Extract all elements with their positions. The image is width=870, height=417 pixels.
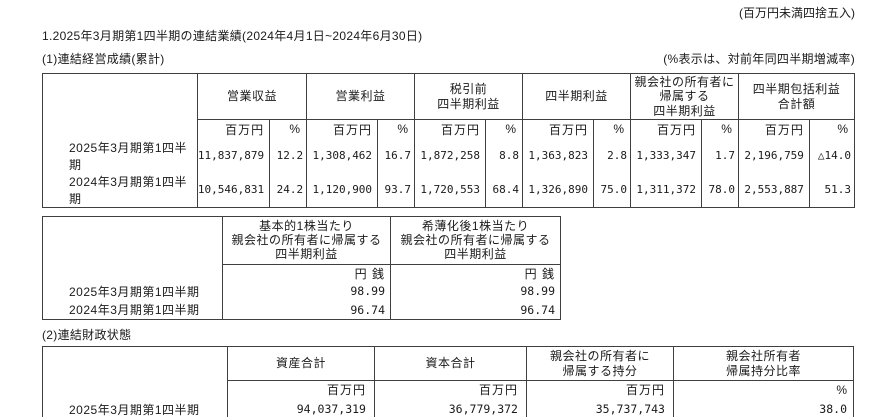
eps-table: 基本的1株当たり 親会社の所有者に帰属する 四半期利益 希薄化後1株当たり 親会… <box>42 215 561 320</box>
column-header: 資本合計 <box>374 346 527 381</box>
value-cell: 36,779,372 <box>374 398 527 417</box>
column-header: 基本的1株当たり 親会社の所有者に帰属する 四半期利益 <box>222 216 391 265</box>
consolidated-results-table: 営業収益 営業利益 税引前 四半期利益 四半期利益 親会社の所有者に 帰属する … <box>42 73 855 208</box>
unit-cell: 百万円 <box>306 119 378 139</box>
table-row: 2024年3月期第1四半期 10,546,831 24.2 1,120,900 … <box>43 172 855 207</box>
table-header-row: 資産合計 資本合計 親会社の所有者に 帰属する持分 親会社所有者 帰属持分比率 <box>43 346 854 381</box>
row-label: 2025年3月期第1四半期 <box>69 284 200 299</box>
value-cell: 98.99 <box>390 281 561 301</box>
value-cell: 10,546,831 <box>196 172 270 207</box>
value-cell: 24.2 <box>269 172 307 207</box>
value-cell: 1.7 <box>700 138 739 173</box>
unit-cell: 百万円 <box>227 380 375 398</box>
value-cell: 1,326,890 <box>522 172 594 207</box>
value-cell: 1,720,553 <box>414 172 486 207</box>
table-row: 2024年3月期第1四半期 96.74 96.74 <box>43 300 561 320</box>
unit-cell: % <box>269 119 307 139</box>
unit-cell: 円 銭 <box>222 264 391 282</box>
value-cell: 8.8 <box>485 138 523 173</box>
unit-cell: % <box>485 119 523 139</box>
value-cell: 1,308,462 <box>306 138 378 173</box>
unit-row: 円 銭 円 銭 <box>43 264 561 282</box>
unit-cell: % <box>808 119 855 139</box>
corner-cell <box>43 347 228 399</box>
unit-cell: 百万円 <box>629 119 702 139</box>
percent-basis-note: (%表示は、対前年同四半期増減率) <box>663 52 855 66</box>
section1-title: 1.2025年3月期第1四半期の連結業績(2024年4月1日~2024年6月30… <box>42 29 423 43</box>
row-label: 2025年3月期第1四半期 <box>69 402 200 417</box>
unit-cell: 百万円 <box>196 119 270 139</box>
table-row: 2025年3月期第1四半期 11,837,879 12.2 1,308,462 … <box>43 138 855 173</box>
unit-cell: 百万円 <box>374 380 527 398</box>
unit-cell: % <box>377 119 415 139</box>
rounding-note: (百万円未満四捨五入) <box>739 6 855 20</box>
group-header: 四半期包括利益 合計額 <box>737 73 855 120</box>
value-cell: 75.0 <box>593 172 631 207</box>
value-cell: 35,737,743 <box>526 398 674 417</box>
unit-cell: % <box>673 380 854 398</box>
column-header: 資産合計 <box>227 346 375 381</box>
financial-position-table: 資産合計 資本合計 親会社の所有者に 帰属する持分 親会社所有者 帰属持分比率 … <box>42 346 854 417</box>
value-cell: 2,553,887 <box>737 172 810 207</box>
row-label: 2025年3月期第1四半期 <box>69 140 188 172</box>
column-header: 親会社所有者 帰属持分比率 <box>673 346 854 381</box>
value-cell: 94,037,319 <box>227 398 375 417</box>
corner-cell <box>43 74 198 139</box>
group-header: 営業収益 <box>196 73 307 120</box>
unit-row: 百万円 % 百万円 % 百万円 % 百万円 % 百万円 % 百万円 % <box>43 119 855 139</box>
value-cell: 1,311,372 <box>629 172 702 207</box>
table-header-row: 基本的1株当たり 親会社の所有者に帰属する 四半期利益 希薄化後1株当たり 親会… <box>43 216 561 265</box>
value-cell: 11,837,879 <box>196 138 270 173</box>
value-cell: 1,872,258 <box>414 138 486 173</box>
section1-subtitle: (1)連結経営成績(累計) <box>42 52 165 66</box>
corner-cell <box>43 216 223 282</box>
table-row: 2025年3月期第1四半期 94,037,319 36,779,372 35,7… <box>43 398 854 417</box>
group-header: 親会社の所有者に 帰属する 四半期利益 <box>629 73 739 120</box>
value-cell: 1,120,900 <box>306 172 378 207</box>
value-cell: 12.2 <box>269 138 307 173</box>
value-cell: 78.0 <box>700 172 739 207</box>
value-cell: 2,196,759 <box>737 138 810 173</box>
unit-cell: 百万円 <box>522 119 594 139</box>
value-cell: 51.3 <box>808 172 855 207</box>
unit-cell: 百万円 <box>526 380 674 398</box>
unit-cell: 百万円 <box>414 119 486 139</box>
value-cell: 2.8 <box>593 138 631 173</box>
value-cell: 96.74 <box>222 300 391 320</box>
group-header: 営業利益 <box>306 73 415 120</box>
group-header: 四半期利益 <box>522 73 631 120</box>
value-cell: △14.0 <box>808 138 855 173</box>
row-label: 2024年3月期第1四半期 <box>69 174 188 206</box>
value-cell: 93.7 <box>377 172 415 207</box>
unit-row: 百万円 百万円 百万円 % <box>43 380 854 398</box>
table-header-row: 営業収益 営業利益 税引前 四半期利益 四半期利益 親会社の所有者に 帰属する … <box>43 73 855 120</box>
section2-title: (2)連結財政状態 <box>42 328 132 342</box>
value-cell: 96.74 <box>390 300 561 320</box>
value-cell: 68.4 <box>485 172 523 207</box>
value-cell: 1,363,823 <box>522 138 594 173</box>
column-header: 親会社の所有者に 帰属する持分 <box>526 346 674 381</box>
unit-cell: % <box>700 119 739 139</box>
section1-subrow: (1)連結経営成績(累計) (%表示は、対前年同四半期増減率) <box>42 52 855 67</box>
row-label: 2024年3月期第1四半期 <box>69 303 200 318</box>
value-cell: 38.0 <box>673 398 854 417</box>
unit-cell: 円 銭 <box>390 264 561 282</box>
value-cell: 98.99 <box>222 281 391 301</box>
table-row: 2025年3月期第1四半期 98.99 98.99 <box>43 281 561 301</box>
unit-cell: % <box>593 119 631 139</box>
value-cell: 16.7 <box>377 138 415 173</box>
group-header: 税引前 四半期利益 <box>414 73 523 120</box>
column-header: 希薄化後1株当たり 親会社の所有者に帰属する 四半期利益 <box>390 216 561 265</box>
unit-cell: 百万円 <box>737 119 810 139</box>
value-cell: 1,333,347 <box>629 138 702 173</box>
